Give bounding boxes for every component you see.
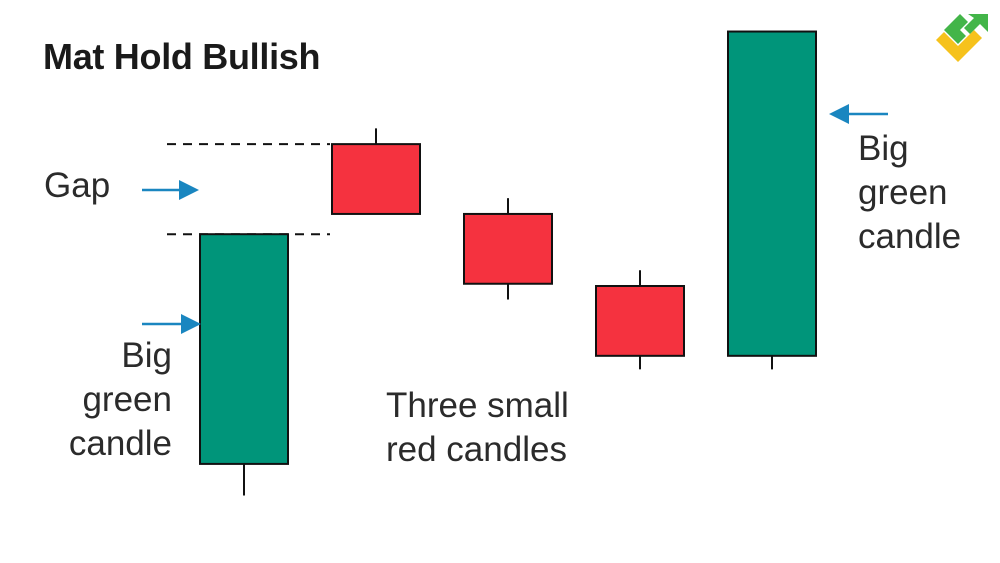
candle-1-bullish-body <box>199 233 289 465</box>
candle-2-bearish-body <box>331 143 421 215</box>
candle-5-bullish-body <box>727 30 817 357</box>
candle-3-bearish-body <box>463 212 553 285</box>
gap-label: Gap <box>44 166 111 205</box>
candle-4-bearish-body <box>595 285 685 357</box>
big-green-candle-left-label: Big green candle <box>68 336 172 463</box>
three-small-red-candles-label: Three small red candles <box>386 386 569 469</box>
page-title: Mat Hold Bullish <box>43 36 321 77</box>
brand-logo-icon <box>930 8 990 73</box>
big-green-candle-right-label: Big green candle <box>858 129 962 256</box>
arrows-group <box>142 104 888 334</box>
candles-group <box>199 30 817 496</box>
